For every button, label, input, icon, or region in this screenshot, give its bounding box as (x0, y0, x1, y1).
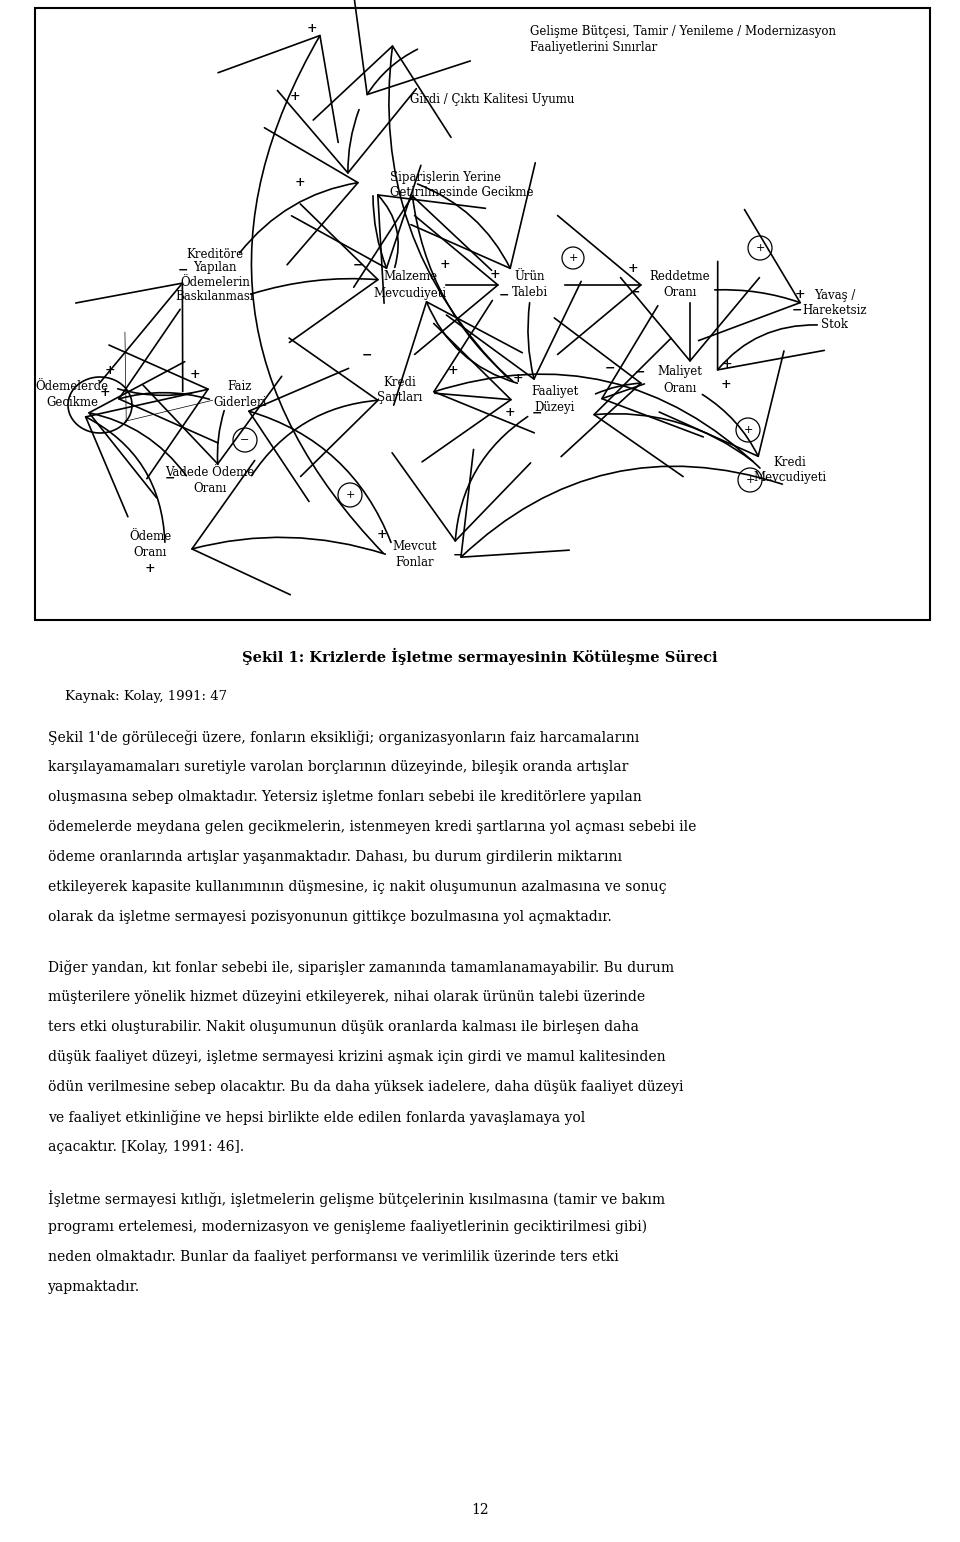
Text: −: − (165, 472, 176, 484)
Text: +: + (795, 288, 805, 302)
Text: Mevcut: Mevcut (393, 541, 437, 554)
Text: Ödeme: Ödeme (129, 530, 171, 543)
Text: −: − (178, 264, 188, 276)
Text: +: + (756, 244, 765, 253)
Text: Yavaş /: Yavaş / (814, 290, 855, 302)
Text: Faiz: Faiz (228, 381, 252, 393)
Text: +: + (490, 268, 500, 282)
Text: Fonlar: Fonlar (396, 557, 434, 569)
Text: Diğer yandan, kıt fonlar sebebi ile, siparişler zamanında tamamlanamayabilir. Bu: Diğer yandan, kıt fonlar sebebi ile, sip… (48, 961, 674, 975)
Text: neden olmaktadır. Bunlar da faaliyet performansı ve verimlilik üzerinde ters etk: neden olmaktadır. Bunlar da faaliyet per… (48, 1251, 619, 1264)
Text: Ürün: Ürün (515, 270, 545, 284)
Text: +: + (346, 490, 354, 500)
Text: −: − (362, 348, 372, 361)
Bar (35, 8, 930, 620)
Text: ödeme oranlarında artışlar yaşanmaktadır. Dahası, bu durum girdilerin miktarını: ödeme oranlarında artışlar yaşanmaktadır… (48, 850, 622, 864)
Text: Siparişlerin Yerine: Siparişlerin Yerine (390, 171, 501, 183)
Text: etkileyerek kapasite kullanımının düşmesine, iç nakit oluşumunun azalmasına ve s: etkileyerek kapasite kullanımının düşmes… (48, 880, 666, 894)
Text: Reddetme: Reddetme (650, 270, 710, 284)
Text: +: + (722, 358, 732, 372)
Text: düşük faaliyet düzeyi, işletme sermayesi krizini aşmak için girdi ve mamul kalit: düşük faaliyet düzeyi, işletme sermayesi… (48, 1050, 665, 1064)
Text: −: − (240, 435, 250, 446)
Text: Mevcudiyeti: Mevcudiyeti (373, 287, 446, 299)
Text: İşletme sermayesi kıtlığı, işletmelerin gelişme bütçelerinin kısılmasına (tamir : İşletme sermayesi kıtlığı, işletmelerin … (48, 1190, 665, 1207)
Text: +: + (105, 364, 115, 376)
Text: +: + (628, 262, 638, 274)
Text: Şekil 1: Krizlerde İşletme sermayesinin Kötüleşme Süreci: Şekil 1: Krizlerde İşletme sermayesinin … (242, 648, 718, 665)
Text: +: + (100, 387, 110, 399)
Text: −: − (792, 304, 803, 316)
Text: müşterilere yönelik hizmet düzeyini etkileyerek, nihai olarak ürünün talebi üzer: müşterilere yönelik hizmet düzeyini etki… (48, 990, 645, 1004)
Text: ödün verilmesine sebep olacaktır. Bu da daha yüksek iadelere, daha düşük faaliye: ödün verilmesine sebep olacaktır. Bu da … (48, 1079, 684, 1093)
Text: Baskılanması: Baskılanması (176, 290, 254, 302)
Text: oluşmasına sebep olmaktadır. Yetersiz işletme fonları sebebi ile kreditörlere ya: oluşmasına sebep olmaktadır. Yetersiz iş… (48, 790, 641, 803)
Text: Giderleri: Giderleri (213, 396, 267, 410)
Text: +: + (306, 22, 318, 34)
Text: −: − (453, 549, 464, 561)
Text: Ödemelerde: Ödemelerde (36, 381, 108, 393)
Text: 12: 12 (471, 1503, 489, 1517)
Text: +: + (743, 426, 753, 435)
Text: −: − (635, 365, 645, 378)
Text: yapmaktadır.: yapmaktadır. (48, 1280, 140, 1294)
Text: açacaktır. [Kolay, 1991: 46].: açacaktır. [Kolay, 1991: 46]. (48, 1140, 244, 1153)
Text: Kreditöre: Kreditöre (186, 248, 244, 261)
Text: Kredi: Kredi (384, 376, 417, 389)
Text: −: − (605, 361, 615, 375)
Text: −: − (499, 288, 509, 302)
Text: −: − (352, 259, 363, 271)
Text: +: + (295, 176, 305, 188)
Text: Oranı: Oranı (663, 287, 697, 299)
Text: Faaliyet: Faaliyet (532, 386, 579, 398)
Text: Ödemelerin: Ödemelerin (180, 276, 250, 288)
Text: Şekil 1'de görüleceği üzere, fonların eksikliği; organizasyonların faiz harcamal: Şekil 1'de görüleceği üzere, fonların ek… (48, 729, 639, 745)
Text: +: + (145, 561, 156, 575)
Text: −: − (630, 285, 640, 299)
Text: olarak da işletme sermayesi pozisyonunun gittikçe bozulmasına yol açmaktadır.: olarak da işletme sermayesi pozisyonunun… (48, 910, 612, 924)
Text: Oranı: Oranı (663, 381, 697, 395)
Text: karşılayamamaları suretiyle varolan borçlarının düzeyinde, bileşik oranda artışl: karşılayamamaları suretiyle varolan borç… (48, 760, 629, 774)
Text: +: + (505, 407, 516, 419)
Text: ödemelerde meydana gelen gecikmelerin, istenmeyen kredi şartlarına yol açması se: ödemelerde meydana gelen gecikmelerin, i… (48, 820, 696, 834)
Text: +: + (190, 369, 201, 381)
Text: +: + (440, 259, 450, 271)
Text: Talebi: Talebi (512, 287, 548, 299)
Text: Faaliyetlerini Sınırlar: Faaliyetlerini Sınırlar (530, 42, 658, 54)
Text: Kredi: Kredi (774, 455, 806, 469)
Text: Maliyet: Maliyet (658, 365, 703, 378)
Text: Gelişme Bütçesi, Tamir / Yenileme / Modernizasyon: Gelişme Bütçesi, Tamir / Yenileme / Mode… (530, 26, 836, 39)
Text: ve faaliyet etkinliğine ve hepsi birlikte elde edilen fonlarda yavaşlamaya yol: ve faaliyet etkinliğine ve hepsi birlikt… (48, 1110, 586, 1126)
Text: Kaynak: Kolay, 1991: 47: Kaynak: Kolay, 1991: 47 (65, 689, 228, 703)
Text: Şartları: Şartları (377, 392, 422, 404)
Text: +: + (376, 529, 387, 541)
Text: +: + (721, 378, 732, 392)
Text: +: + (745, 475, 755, 486)
Text: Yapılan: Yapılan (193, 262, 237, 274)
Text: Girdi / Çıktı Kalitesi Uyumu: Girdi / Çıktı Kalitesi Uyumu (410, 94, 574, 106)
Text: Malzeme: Malzeme (383, 270, 437, 284)
Text: Vadede Ödeme: Vadede Ödeme (165, 466, 254, 478)
Text: Stok: Stok (822, 318, 849, 330)
Text: Gecikme: Gecikme (46, 396, 98, 410)
Text: −: − (532, 407, 542, 419)
Text: programı ertelemesi, modernizasyon ve genişleme faaliyetlerinin geciktirilmesi g: programı ertelemesi, modernizasyon ve ge… (48, 1220, 647, 1235)
Text: Mevcudiyeti: Mevcudiyeti (754, 472, 827, 484)
Text: ters etki oluşturabilir. Nakit oluşumunun düşük oranlarda kalması ile birleşen d: ters etki oluşturabilir. Nakit oluşumunu… (48, 1019, 638, 1035)
Text: +: + (447, 364, 458, 376)
Text: Hareketsiz: Hareketsiz (803, 304, 867, 316)
Text: Düzeyi: Düzeyi (535, 401, 575, 415)
Text: Oranı: Oranı (133, 546, 167, 560)
Text: Getirilmesinde Gecikme: Getirilmesinde Gecikme (390, 187, 534, 199)
Text: +: + (290, 91, 300, 103)
Text: +: + (568, 253, 578, 264)
Text: +: + (513, 372, 523, 384)
Text: Oranı: Oranı (193, 481, 227, 495)
